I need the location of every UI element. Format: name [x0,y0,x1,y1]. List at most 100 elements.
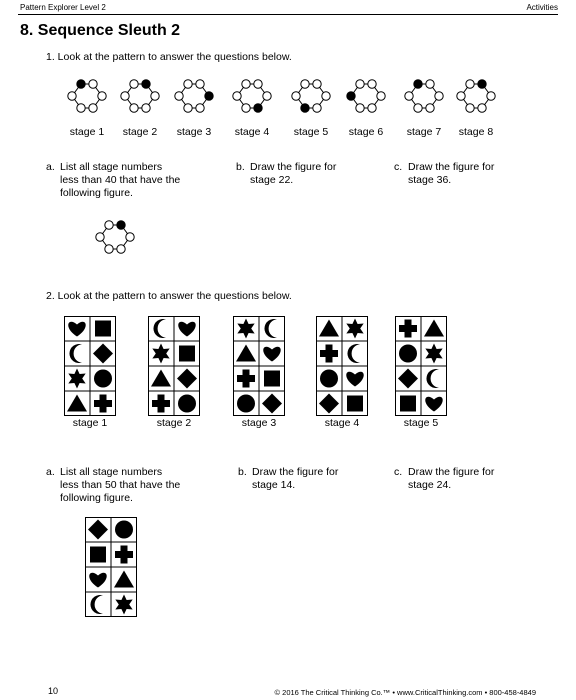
triangle-icon [114,570,134,588]
stage-grid [148,316,200,416]
question-text: Draw the figure for stage 24. [408,466,495,491]
stage-label: stage 7 [406,126,442,138]
page-title: 8. Sequence Sleuth 2 [20,22,181,39]
cross-icon [152,394,170,413]
stage-figure [67,79,107,113]
cross-icon [399,319,417,338]
empty-dot [355,79,365,89]
question-text: Draw the figure for stage 22. [250,161,337,186]
question-letter: a. [46,466,55,478]
heart-icon [68,321,86,337]
question-text: Draw the figure for stage 36. [408,161,495,186]
stage-label: stage 2 [156,417,192,429]
empty-dot [183,79,193,89]
cross-icon [320,344,338,363]
stage-figure [174,79,214,113]
triangle-icon [151,369,171,387]
empty-dot [116,244,126,254]
star-icon [115,594,133,615]
empty-dot [291,91,301,101]
heart-icon [425,396,443,412]
filled-dot [413,79,423,89]
empty-dot [456,91,466,101]
header-rule [18,14,558,15]
diamond-icon [177,368,197,389]
filled-dot [477,79,487,89]
empty-dot [425,79,435,89]
empty-dot [465,103,475,113]
stage-label: stage 2 [122,126,158,138]
empty-dot [232,91,242,101]
stage-figure [291,79,331,113]
heart-icon [178,321,196,337]
moon-icon [264,319,277,338]
square-icon [264,370,280,387]
empty-dot [88,103,98,113]
diamond-icon [93,343,113,364]
heart-icon [89,572,107,588]
empty-dot [413,103,423,113]
empty-dot [195,103,205,113]
star-icon [152,343,170,364]
problem1-prompt: 1. Look at the pattern to answer the que… [46,51,292,63]
empty-dot [104,244,114,254]
question-letter: c. [394,161,403,173]
page-number: 10 [48,686,59,696]
heart-icon [263,346,281,362]
empty-dot [125,232,135,242]
filled-dot [204,91,214,101]
square-icon [347,395,363,412]
empty-dot [97,91,107,101]
stage-label: stage 1 [72,417,108,429]
circle-icon [115,520,133,539]
empty-dot [141,103,151,113]
cross-icon [237,369,255,388]
filled-dot [253,103,263,113]
target-hexagon-figure [95,220,135,254]
circle-icon [178,394,196,413]
stage-figure [346,79,386,113]
stage-grid [316,316,368,416]
empty-dot [262,91,272,101]
heart-icon [346,371,364,387]
moon-icon [153,319,166,338]
stage-label: stage 1 [69,126,105,138]
filled-dot [346,91,356,101]
triangle-icon [424,319,444,337]
empty-dot [312,79,322,89]
problem1-question-b: b. Draw the figure for stage 22. [236,161,376,186]
empty-dot [241,103,251,113]
empty-dot [321,91,331,101]
empty-dot [129,79,139,89]
empty-dot [95,232,105,242]
problem2-prompt: 2. Look at the pattern to answer the que… [46,290,292,302]
star-icon [237,318,255,339]
empty-dot [129,103,139,113]
empty-dot [241,79,251,89]
stage-label: stage 3 [241,417,277,429]
empty-dot [88,79,98,89]
moon-icon [69,344,82,363]
problem2-question-a: a. List all stage numbers less than 50 t… [46,466,216,504]
empty-dot [477,103,487,113]
empty-dot [425,103,435,113]
diamond-icon [319,393,339,414]
filled-dot [300,103,310,113]
diamond-icon [262,393,282,414]
stage-label: stage 5 [293,126,329,138]
stage-figure [456,79,496,113]
star-icon [346,318,364,339]
moon-icon [347,344,360,363]
stage-grid [395,316,447,416]
filled-dot [116,220,126,230]
circle-icon [94,369,112,388]
stage-figure [404,79,444,113]
problem2-question-c: c. Draw the figure for stage 24. [394,466,534,491]
question-letter: c. [394,466,403,478]
square-icon [179,345,195,362]
empty-dot [195,79,205,89]
circle-icon [237,394,255,413]
header-right: Activities [526,3,558,12]
empty-dot [300,79,310,89]
stage-label: stage 4 [324,417,360,429]
